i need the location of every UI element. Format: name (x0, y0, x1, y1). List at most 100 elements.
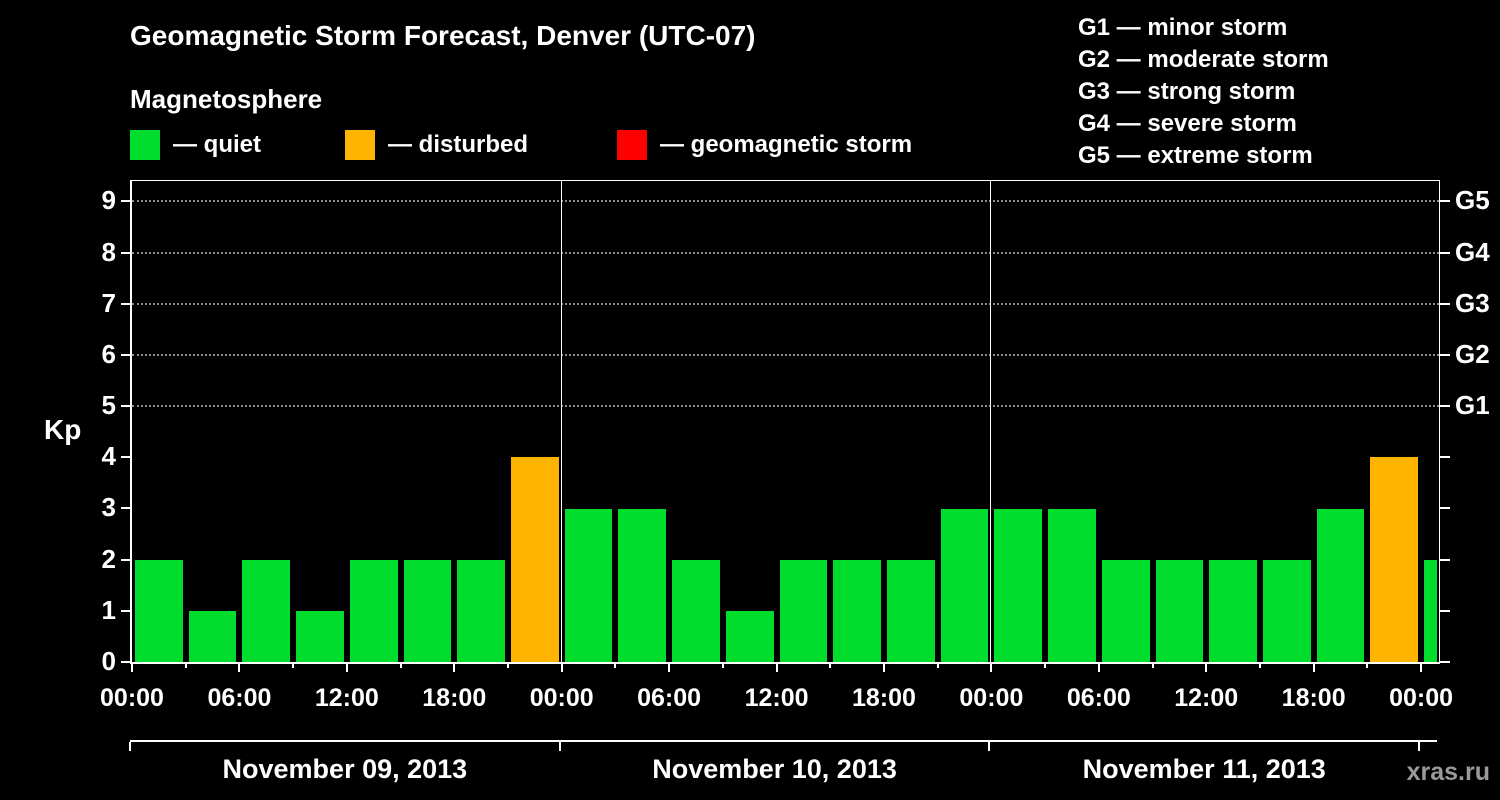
y-axis-tick-label: 4 (101, 441, 116, 472)
y-axis-tick-label: 6 (101, 338, 116, 369)
watermark: xras.ru (1406, 758, 1490, 786)
g-scale-legend-item-g3: G3 — strong storm (1078, 78, 1296, 105)
kp-bar-partial (1424, 559, 1437, 662)
kp-bar (1316, 508, 1365, 662)
x-axis-tick (453, 662, 456, 672)
storm-threshold-gridline (132, 251, 1439, 254)
magnetosphere-label: Magnetosphere (130, 84, 323, 114)
g-scale-legend-item-g5: G5 — extreme storm (1078, 142, 1313, 169)
kp-bar (886, 559, 935, 662)
g-scale-legend: G1 — minor storm G2 — moderate storm G3 … (1078, 12, 1329, 172)
x-axis-tick (560, 662, 563, 672)
x-axis-tick (775, 662, 778, 672)
x-axis-tick (990, 662, 993, 672)
x-axis-tick-label: 12:00 (314, 684, 379, 712)
kp-bar (349, 559, 398, 662)
x-axis-tick-label: 06:00 (637, 684, 702, 712)
x-axis-tick (184, 662, 187, 668)
kp-bar (564, 508, 613, 662)
legend-label-quiet: — quiet (173, 131, 261, 158)
y-axis-tick (121, 456, 131, 459)
date-label: November 11, 2013 (1082, 754, 1326, 784)
g-scale-legend-item-g4: G4 — severe storm (1078, 110, 1297, 137)
storm-threshold-gridline (132, 405, 1439, 408)
kp-bar (672, 559, 720, 662)
x-axis-tick (399, 662, 402, 668)
g-scale-axis-label: G4 (1455, 236, 1490, 267)
storm-threshold-gridline (132, 200, 1439, 203)
right-axis-tick (1440, 609, 1450, 612)
legend-item-quiet: — quiet (130, 130, 261, 160)
x-axis-tick (1312, 662, 1315, 672)
y-axis-tick-label: 2 (101, 543, 116, 574)
date-label: November 09, 2013 (222, 754, 468, 784)
plot-area: 0 1 2 3 4 5 6 7 8 9 G5 G4 G3 G2 G1 00:00 06:00 12:00 18:00… (100, 180, 1490, 712)
kp-bar (940, 508, 989, 662)
right-axis-tick (1440, 251, 1450, 254)
kp-bar (1101, 559, 1150, 662)
date-axis: November 09, 2013 November 10, 2013 Novemb… (129, 740, 1437, 800)
kp-bar (1370, 457, 1419, 662)
y-axis-tick-label: 8 (101, 236, 116, 267)
g-scale-legend-item-g2: G2 — moderate storm (1078, 46, 1329, 73)
x-axis-tick-label: 00:00 (529, 684, 594, 712)
x-axis-tick (238, 662, 241, 672)
x-axis-tick (882, 662, 885, 672)
x-axis-tick (721, 662, 724, 668)
y-axis-tick (121, 405, 131, 408)
x-axis-tick (292, 662, 295, 668)
y-axis-tick (121, 353, 131, 356)
y-axis-tick (121, 251, 131, 254)
right-axis-tick (1440, 558, 1450, 561)
g-scale-axis-label: G2 (1455, 338, 1490, 369)
g-scale-axis-label: G1 (1455, 390, 1490, 421)
right-axis-tick (1440, 302, 1450, 305)
kp-bar (188, 610, 237, 662)
y-axis-tick (121, 558, 131, 561)
x-axis-tick-label: 06:00 (207, 684, 272, 712)
kp-bar (1048, 508, 1096, 662)
x-axis-tick (1044, 662, 1047, 668)
legend-swatch-quiet (130, 130, 160, 160)
x-axis-tick (345, 662, 348, 672)
kp-bar (779, 559, 828, 662)
legend-swatch-storm (617, 130, 647, 160)
legend-item-disturbed: — disturbed (345, 130, 528, 160)
kp-bar (242, 559, 291, 662)
right-axis-tick (1440, 661, 1450, 663)
kp-bar (618, 508, 667, 662)
kp-bar (725, 610, 774, 662)
date-axis-tick (988, 742, 991, 751)
right-axis-tick (1440, 200, 1450, 203)
x-axis-tick (936, 662, 939, 668)
date-axis-tick (1418, 742, 1421, 751)
date-axis-tick (129, 742, 131, 751)
x-axis-tick-label: 12:00 (1174, 684, 1239, 712)
day-separator (990, 181, 992, 662)
x-axis-tick (1097, 662, 1100, 672)
x-axis-tick-label: 18:00 (851, 684, 916, 712)
y-axis-tick (121, 302, 131, 305)
day-separator (560, 181, 562, 662)
kp-bar (510, 457, 559, 662)
x-axis-tick-label: 00:00 (1389, 684, 1454, 712)
y-axis-tick (121, 661, 131, 663)
page-title: Geomagnetic Storm Forecast, Denver (UTC-… (130, 20, 756, 51)
kp-bar (1209, 559, 1257, 662)
legend-label-storm: — geomagnetic storm (660, 131, 913, 158)
right-axis-tick (1440, 507, 1450, 510)
x-axis-tick (1366, 662, 1369, 668)
legend-item-storm: — geomagnetic storm (617, 130, 912, 160)
kp-bar (833, 559, 881, 662)
y-axis-tick-label: 7 (101, 287, 116, 318)
right-axis-tick (1440, 456, 1450, 459)
x-axis-tick-label: 06:00 (1066, 684, 1131, 712)
y-axis-tick-label: 5 (101, 390, 116, 421)
y-axis-tick (121, 507, 131, 510)
kp-bar (296, 610, 344, 662)
y-axis-tick-label: 9 (101, 185, 116, 216)
x-axis-tick-label: 18:00 (422, 684, 487, 712)
x-axis-tick (829, 662, 832, 668)
x-axis-tick (668, 662, 671, 672)
kp-bar (135, 559, 183, 662)
